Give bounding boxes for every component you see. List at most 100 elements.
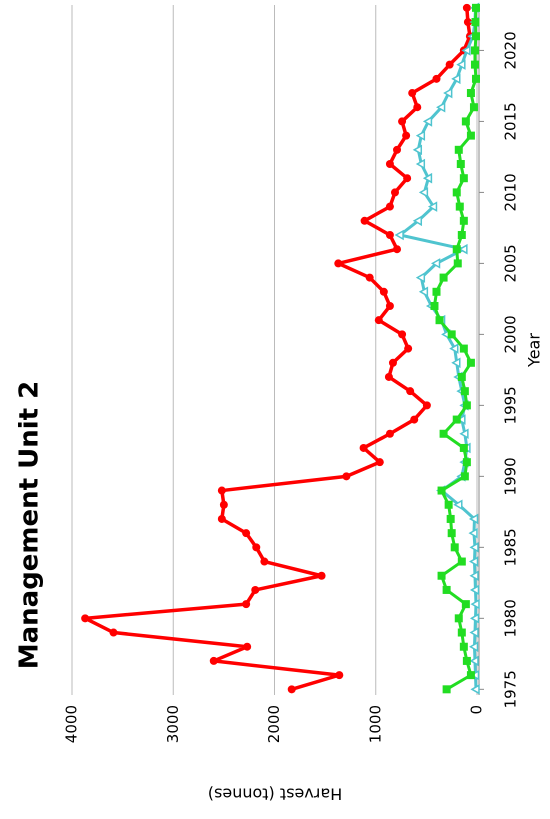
x-tick-label: 1985 [502,528,520,566]
point [251,585,260,594]
x-tick-label: 2005 [502,244,520,282]
point [469,627,479,638]
point [469,584,480,596]
point [403,174,412,183]
point [422,172,433,184]
point [335,671,344,680]
point [466,671,475,680]
point [470,598,480,610]
point [415,158,426,170]
point [447,529,456,538]
point [459,344,468,353]
point [410,415,419,424]
point [437,571,446,580]
point [459,428,469,440]
x-tick-label: 1975 [502,670,520,708]
point [442,685,451,694]
rotated-plot: Management Unit 2 Year Harvest (tonnes) … [15,2,544,804]
point [439,273,448,282]
point [109,628,118,637]
y-tick-label: 2000 [265,705,283,743]
point [457,231,466,239]
point [398,330,407,339]
point [437,486,446,495]
point [379,287,388,296]
point [402,131,411,140]
point [451,357,461,369]
point [430,301,439,310]
point [342,472,351,481]
y-tick-label: 1000 [366,705,384,743]
point [471,18,480,27]
point [219,500,228,509]
point [443,87,453,99]
point [453,259,462,268]
point [457,557,466,566]
point [393,245,402,254]
x-tick-label: 1980 [502,599,520,637]
point [375,458,384,467]
y-tick-label: 0 [468,705,486,715]
point [360,216,369,225]
chart-title: Management Unit 2 [15,381,45,670]
point [450,543,459,552]
point [452,188,461,197]
point [459,174,468,183]
point [412,215,423,227]
point [436,101,446,113]
point [466,358,475,367]
point [406,387,415,396]
point [471,3,480,12]
point [445,60,454,69]
point [459,216,468,225]
point [453,499,463,511]
point [385,160,394,169]
point [469,655,479,667]
point [456,59,466,70]
point [469,103,478,112]
point [468,527,478,539]
y-tick-label: 4000 [63,705,81,743]
point [468,556,479,567]
point [457,628,466,637]
point [461,600,470,609]
point [388,358,397,367]
point [468,513,479,525]
point [460,472,469,481]
point [469,542,479,553]
point [217,486,226,495]
point [398,117,407,126]
point [471,32,480,41]
point [451,73,461,85]
point [452,415,461,424]
point [317,571,326,580]
x-tick-label: 2000 [502,315,520,353]
point [439,429,448,438]
point [455,202,464,211]
point [427,201,438,212]
point [418,286,429,298]
point [287,685,296,694]
point [452,245,461,254]
x-tick-label: 2010 [502,173,520,211]
point [359,443,368,452]
point [446,514,455,523]
point [462,401,471,410]
point [466,89,475,98]
point [469,613,480,624]
point [418,187,429,198]
point [447,330,456,339]
point [334,259,343,268]
point [384,372,393,381]
point [458,243,468,255]
point [243,642,252,651]
point [449,343,459,354]
point [217,514,226,523]
point [470,60,479,69]
point [393,145,402,154]
x-tick-label: 1990 [502,457,520,495]
point [415,272,426,283]
point [81,614,90,623]
x-tick-label: 2020 [502,31,520,69]
point [454,145,463,154]
